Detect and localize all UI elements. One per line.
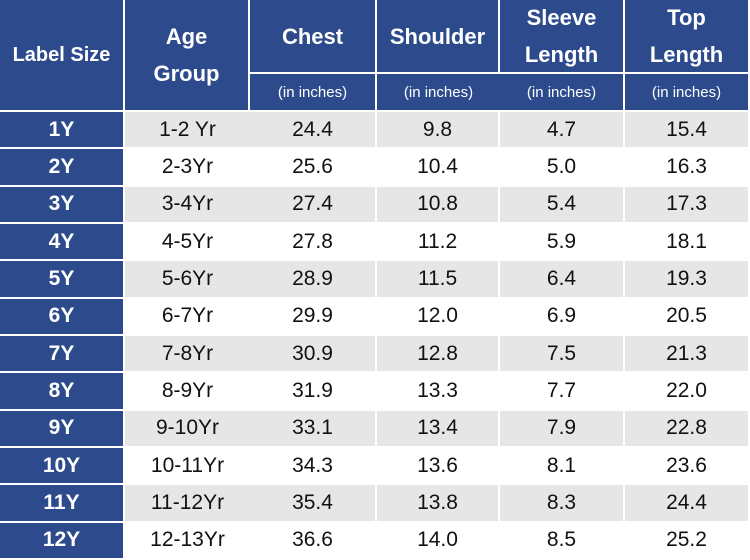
table-cell: 25.2 (625, 522, 750, 560)
row-label: 8Y (0, 373, 125, 411)
row-label: 11Y (0, 485, 125, 523)
table-cell: 13.3 (377, 373, 500, 411)
table-cell: 24.4 (625, 485, 750, 523)
table-cell: 33.1 (250, 410, 377, 448)
row-label: 6Y (0, 298, 125, 336)
table-cell: 13.6 (377, 447, 500, 486)
table-cell: 4-5Yr (125, 223, 250, 262)
table-cell: 10-11Yr (125, 447, 250, 486)
table-cell: 22.0 (625, 373, 750, 411)
column-unit: (in inches) (377, 74, 500, 112)
table-cell: 11.2 (377, 223, 500, 262)
table-cell: 27.4 (250, 186, 377, 224)
table-cell: 8.1 (500, 447, 625, 486)
table-cell: 23.6 (625, 447, 750, 486)
row-label: 10Y (0, 447, 125, 486)
row-label: 9Y (0, 410, 125, 448)
row-label: 2Y (0, 149, 125, 187)
table-cell: 7.5 (500, 335, 625, 374)
row-label: 7Y (0, 335, 125, 374)
table-cell: 7-8Yr (125, 335, 250, 374)
row-label: 12Y (0, 522, 125, 560)
column-header: Shoulder (377, 0, 500, 74)
row-label: 5Y (0, 261, 125, 299)
column-header: Sleeve Length (500, 0, 625, 74)
table-cell: 9.8 (377, 112, 500, 150)
column-unit: (in inches) (625, 74, 750, 112)
table-cell: 5.9 (500, 223, 625, 262)
table-cell: 21.3 (625, 335, 750, 374)
table-cell: 25.6 (250, 149, 377, 187)
table-cell: 5.0 (500, 149, 625, 187)
table-cell: 2-3Yr (125, 149, 250, 187)
table-cell: 19.3 (625, 261, 750, 299)
table-cell: 15.4 (625, 112, 750, 150)
table-cell: 30.9 (250, 335, 377, 374)
table-cell: 12.0 (377, 298, 500, 336)
table-cell: 12-13Yr (125, 522, 250, 560)
table-cell: 22.8 (625, 410, 750, 448)
table-cell: 5.4 (500, 186, 625, 224)
table-cell: 8.5 (500, 522, 625, 560)
table-cell: 7.9 (500, 410, 625, 448)
table-cell: 36.6 (250, 522, 377, 560)
column-unit: (in inches) (500, 74, 625, 112)
table-cell: 20.5 (625, 298, 750, 336)
table-cell: 8.3 (500, 485, 625, 523)
table-cell: 10.8 (377, 186, 500, 224)
table-cell: 12.8 (377, 335, 500, 374)
table-cell: 6.4 (500, 261, 625, 299)
column-header: Label Size (0, 0, 125, 112)
table-cell: 13.8 (377, 485, 500, 523)
column-unit: (in inches) (250, 74, 377, 112)
table-cell: 7.7 (500, 373, 625, 411)
table-cell: 31.9 (250, 373, 377, 411)
row-label: 4Y (0, 223, 125, 262)
table-cell: 4.7 (500, 112, 625, 150)
table-cell: 11-12Yr (125, 485, 250, 523)
table-cell: 11.5 (377, 261, 500, 299)
table-cell: 24.4 (250, 112, 377, 150)
row-label: 1Y (0, 112, 125, 150)
table-cell: 8-9Yr (125, 373, 250, 411)
table-cell: 34.3 (250, 447, 377, 486)
table-cell: 28.9 (250, 261, 377, 299)
table-cell: 27.8 (250, 223, 377, 262)
column-header: Chest (250, 0, 377, 74)
row-label: 3Y (0, 186, 125, 224)
table-cell: 6-7Yr (125, 298, 250, 336)
table-cell: 6.9 (500, 298, 625, 336)
table-cell: 29.9 (250, 298, 377, 336)
table-cell: 9-10Yr (125, 410, 250, 448)
table-cell: 16.3 (625, 149, 750, 187)
table-cell: 18.1 (625, 223, 750, 262)
table-cell: 1-2 Yr (125, 112, 250, 150)
table-cell: 10.4 (377, 149, 500, 187)
column-header: Age Group (125, 0, 250, 112)
table-cell: 13.4 (377, 410, 500, 448)
table-cell: 35.4 (250, 485, 377, 523)
table-cell: 5-6Yr (125, 261, 250, 299)
table-cell: 14.0 (377, 522, 500, 560)
table-cell: 17.3 (625, 186, 750, 224)
table-cell: 3-4Yr (125, 186, 250, 224)
column-header: Top Length (625, 0, 750, 74)
